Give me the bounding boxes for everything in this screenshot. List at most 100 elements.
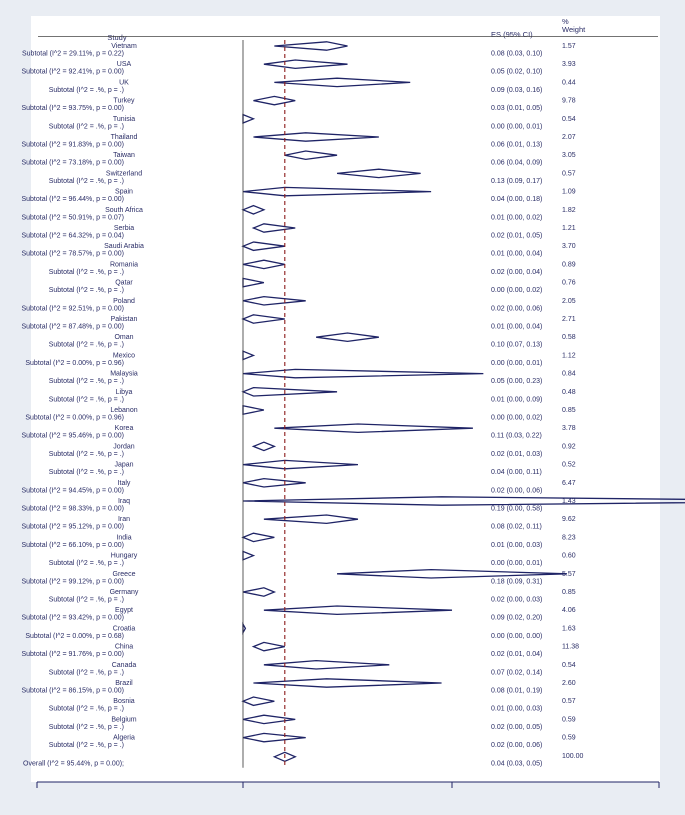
subtotal-label: Subtotal (I^2 = 87.48%, p = 0.00) — [21, 324, 124, 331]
es-value: 0.00 (0.00, 0.00) — [491, 633, 542, 640]
study-label: Thailand — [111, 134, 138, 141]
study-label: Vietnam — [111, 43, 137, 50]
weight-value: 9.62 — [562, 516, 576, 523]
weight-value: 8.23 — [562, 534, 576, 541]
subtotal-label: Subtotal (I^2 = .%, p = .) — [49, 178, 124, 185]
weight-value: 0.60 — [562, 553, 576, 560]
subtotal-label: Subtotal (I^2 = 50.91%, p = 0.07) — [21, 214, 124, 221]
weight-value: 5.57 — [562, 571, 576, 578]
subtotal-diamond — [242, 259, 285, 270]
study-label: Croatia — [113, 625, 136, 632]
study-label: Saudi Arabia — [104, 243, 144, 250]
study-label: Taiwan — [113, 152, 135, 159]
study-label: Germany — [110, 589, 139, 596]
weight-value: 2.05 — [562, 298, 576, 305]
es-value: 0.02 (0.00, 0.04) — [491, 269, 542, 276]
subtotal-diamond — [242, 459, 358, 470]
subtotal-diamond — [241, 386, 338, 397]
weight-value: 1.12 — [562, 352, 576, 359]
plot-panel — [31, 16, 660, 782]
subtotal-label: Subtotal (I^2 = 29.11%, p = 0.22) — [22, 51, 124, 58]
weight-value: 1.57 — [562, 43, 576, 50]
weight-value: 0.57 — [562, 170, 576, 177]
study-label: Canada — [112, 662, 137, 669]
es-value: 0.10 (0.07, 0.13) — [491, 342, 542, 349]
es-value: 0.02 (0.01, 0.04) — [491, 651, 542, 658]
overall-label: Overall (I^2 = 95.44%, p = 0.00); — [23, 760, 124, 767]
study-label: Belgium — [111, 716, 136, 723]
weight-value: 0.85 — [562, 589, 576, 596]
es-value: 0.04 (0.00, 0.18) — [491, 196, 542, 203]
study-label: Iran — [118, 516, 130, 523]
study-label: Qatar — [115, 280, 133, 287]
subtotal-diamond — [242, 277, 265, 288]
study-label: South Africa — [105, 207, 143, 214]
es-value: 0.08 (0.02, 0.11) — [491, 524, 542, 531]
weight-value: 0.54 — [562, 116, 576, 123]
es-value: 0.02 (0.00, 0.03) — [491, 597, 542, 604]
subtotal-diamond — [253, 95, 296, 106]
weight-value: 0.89 — [562, 261, 576, 268]
subtotal-diamond — [263, 514, 359, 525]
weight-value: 3.78 — [562, 425, 576, 432]
es-value: 0.01 (0.00, 0.02) — [491, 214, 542, 221]
subtotal-diamond — [242, 186, 432, 197]
subtotal-diamond — [253, 678, 442, 688]
study-label: Hungary — [111, 553, 138, 560]
study-label: Jordan — [113, 443, 135, 450]
weight-value: 1.21 — [562, 225, 576, 232]
subtotal-label: Subtotal (I^2 = 98.33%, p = 0.00) — [21, 506, 124, 513]
weight-value: 2.71 — [562, 316, 576, 323]
es-value: 0.05 (0.00, 0.23) — [491, 378, 542, 385]
subtotal-label: Subtotal (I^2 = .%, p = .) — [49, 378, 124, 385]
subtotal-label: Subtotal (I^2 = .%, p = .) — [49, 724, 124, 731]
study-label: Korea — [115, 425, 134, 432]
es-value: 0.01 (0.00, 0.04) — [491, 251, 542, 258]
es-value: 0.02 (0.00, 0.05) — [491, 724, 542, 731]
es-value: 0.06 (0.01, 0.13) — [491, 142, 542, 149]
subtotal-label: Subtotal (I^2 = .%, p = .) — [49, 706, 124, 713]
es-value: 0.01 (0.00, 0.03) — [491, 542, 542, 549]
subtotal-label: Subtotal (I^2 = 66.10%, p = 0.00) — [21, 542, 124, 549]
es-header: ES (95% CI) — [491, 30, 533, 39]
subtotal-label: Subtotal (I^2 = 92.51%, p = 0.00) — [21, 305, 124, 312]
subtotal-label: Subtotal (I^2 = 91.76%, p = 0.00) — [21, 651, 124, 658]
weight-value: 0.54 — [562, 662, 576, 669]
es-value: 0.00 (0.00, 0.01) — [491, 123, 542, 130]
subtotal-diamond — [274, 41, 348, 51]
subtotal-label: Subtotal (I^2 = 91.83%, p = 0.00) — [21, 142, 124, 149]
subtotal-diamond — [284, 150, 338, 161]
study-label: Libya — [116, 389, 133, 396]
study-header: Study — [107, 33, 126, 42]
weight-value: 0.59 — [562, 735, 576, 742]
study-label: India — [116, 534, 131, 541]
subtotal-label: Subtotal (I^2 = .%, p = .) — [49, 669, 124, 676]
weight-value: 0.48 — [562, 389, 576, 396]
weight-value: 0.58 — [562, 334, 576, 341]
es-value: 0.18 (0.09, 0.31) — [491, 578, 542, 585]
es-value: 0.00 (0.00, 0.01) — [491, 560, 542, 567]
weight-value: 1.82 — [562, 207, 576, 214]
study-label: Lebanon — [110, 407, 137, 414]
study-label: China — [115, 644, 133, 651]
study-label: Turkey — [113, 98, 135, 105]
subtotal-label: Subtotal (I^2 = 99.12%, p = 0.00) — [21, 578, 124, 585]
study-label: Spain — [115, 189, 133, 196]
subtotal-label: Subtotal (I^2 = 0.00%, p = 0.68) — [25, 633, 124, 640]
subtotal-diamond — [242, 477, 306, 488]
weight-value: 6.47 — [562, 480, 576, 487]
subtotal-label: Subtotal (I^2 = .%, p = .) — [49, 269, 124, 276]
subtotal-diamond — [253, 132, 379, 142]
overall-diamond — [272, 751, 297, 763]
subtotal-label: Subtotal (I^2 = 64.32%, p = 0.04) — [21, 233, 124, 240]
study-label: Tunisia — [113, 116, 135, 123]
weight-value: 2.60 — [562, 680, 576, 687]
study-label: Oman — [114, 334, 133, 341]
study-label: Switzerland — [106, 170, 142, 177]
subtotal-label: Subtotal (I^2 = 0.00%, p = 0.96) — [25, 360, 124, 367]
weight-value: 11.38 — [562, 644, 579, 651]
subtotal-diamond — [241, 696, 275, 707]
weight-value: 1.09 — [562, 189, 576, 196]
subtotal-label: Subtotal (I^2 = 95.46%, p = 0.00) — [21, 433, 124, 440]
